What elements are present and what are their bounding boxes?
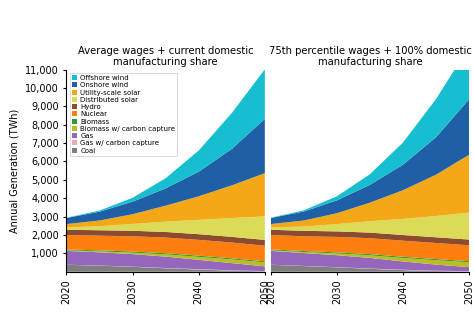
Legend: Offshore wind, Onshore wind, Utility-scale solar, Distributed solar, Hydro, Nucl: Offshore wind, Onshore wind, Utility-sca…: [70, 73, 177, 156]
Y-axis label: Annual Generation (TWh): Annual Generation (TWh): [9, 108, 19, 233]
Title: 75th percentile wages + 100% domestic
manufacturing share: 75th percentile wages + 100% domestic ma…: [269, 46, 472, 67]
Title: Average wages + current domestic
manufacturing share: Average wages + current domestic manufac…: [78, 46, 254, 67]
